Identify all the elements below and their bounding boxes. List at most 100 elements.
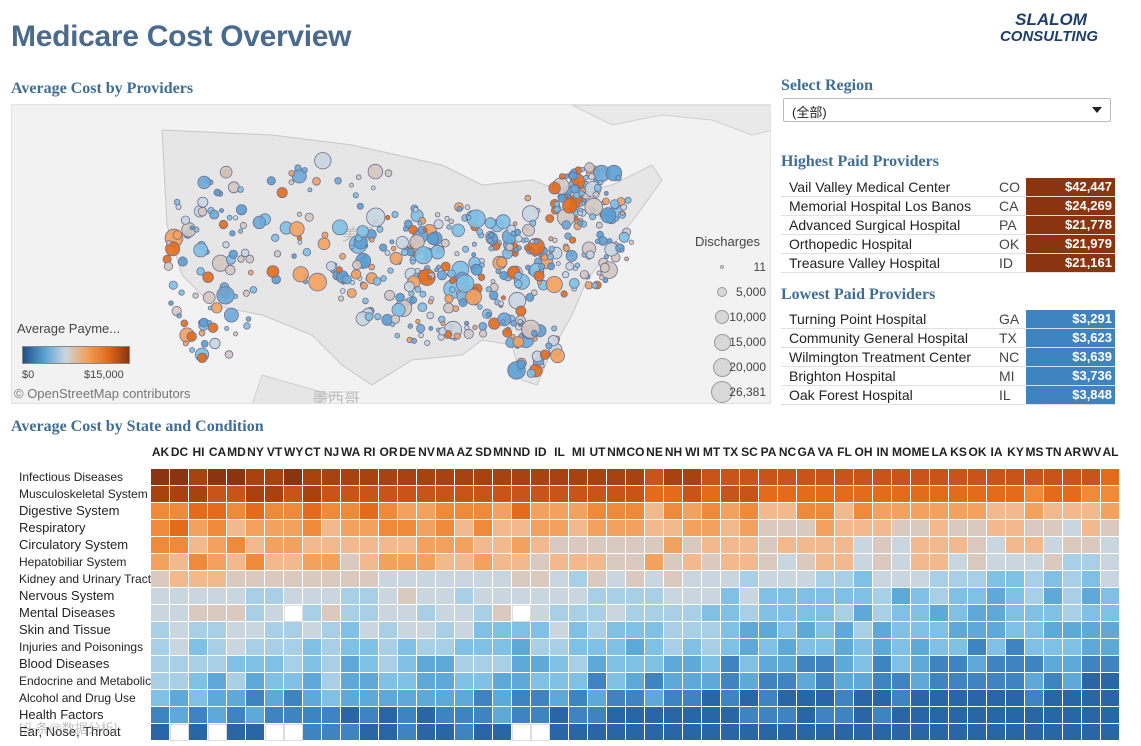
heatmap-cell[interactable]: [626, 537, 645, 554]
heatmap-cell[interactable]: [246, 724, 265, 741]
heatmap-cell[interactable]: [341, 656, 360, 673]
heatmap-cell[interactable]: [189, 605, 208, 622]
heatmap-cell[interactable]: [398, 605, 417, 622]
provider-bubble[interactable]: [462, 245, 470, 253]
heatmap-cell[interactable]: [341, 469, 360, 486]
heatmap-cell[interactable]: [873, 605, 892, 622]
heatmap-cell[interactable]: [892, 554, 911, 571]
heatmap-cell[interactable]: [835, 605, 854, 622]
heatmap-cell[interactable]: [208, 537, 227, 554]
heatmap-cell[interactable]: [398, 622, 417, 639]
heatmap-cell[interactable]: [873, 503, 892, 520]
provider-bubble[interactable]: [548, 181, 561, 195]
heatmap-cell[interactable]: [645, 656, 664, 673]
heatmap-cell[interactable]: [208, 622, 227, 639]
heatmap-cell[interactable]: [1063, 588, 1082, 605]
heatmap-cell[interactable]: [797, 486, 816, 503]
heatmap-cell[interactable]: [512, 724, 531, 741]
heatmap-cell[interactable]: [721, 656, 740, 673]
provider-bubble[interactable]: [233, 331, 239, 337]
heatmap-cell[interactable]: [493, 622, 512, 639]
heatmap-cell[interactable]: [417, 486, 436, 503]
heatmap-cell[interactable]: [436, 520, 455, 537]
heatmap-cell[interactable]: [417, 503, 436, 520]
heatmap-cell[interactable]: [1006, 486, 1025, 503]
heatmap-cell[interactable]: [892, 605, 911, 622]
heatmap-cell[interactable]: [607, 520, 626, 537]
heatmap-cell[interactable]: [664, 639, 683, 656]
heatmap-cell[interactable]: [1044, 537, 1063, 554]
heatmap-cell[interactable]: [170, 503, 189, 520]
provider-bubble[interactable]: [463, 328, 474, 339]
provider-bubble[interactable]: [515, 305, 527, 317]
provider-bubble[interactable]: [243, 322, 251, 330]
provider-bubble[interactable]: [580, 200, 586, 206]
heatmap-cell[interactable]: [911, 469, 930, 486]
heatmap-cell[interactable]: [873, 639, 892, 656]
heatmap-cell[interactable]: [873, 724, 892, 741]
provider-bubble[interactable]: [619, 247, 625, 253]
heatmap-cell[interactable]: [550, 537, 569, 554]
heatmap-cell[interactable]: [341, 622, 360, 639]
heatmap-cell[interactable]: [968, 690, 987, 707]
heatmap-cell[interactable]: [664, 571, 683, 588]
heatmap-cell[interactable]: [170, 690, 189, 707]
heatmap-cell[interactable]: [949, 520, 968, 537]
heatmap-cell[interactable]: [721, 639, 740, 656]
provider-bubble[interactable]: [444, 294, 454, 304]
heatmap-cell[interactable]: [835, 639, 854, 656]
provider-bubble[interactable]: [479, 329, 488, 338]
provider-bubble[interactable]: [419, 290, 427, 298]
heatmap-cell[interactable]: [379, 520, 398, 537]
provider-bubble[interactable]: [455, 274, 475, 293]
heatmap-cell[interactable]: [151, 554, 170, 571]
heatmap-cell[interactable]: [816, 503, 835, 520]
provider-bubble[interactable]: [339, 253, 346, 260]
heatmap-cell[interactable]: [626, 554, 645, 571]
heatmap-cell[interactable]: [493, 588, 512, 605]
heatmap-cell[interactable]: [322, 520, 341, 537]
heatmap-cell[interactable]: [987, 503, 1006, 520]
heatmap-cell[interactable]: [588, 554, 607, 571]
heatmap-cell[interactable]: [1025, 707, 1044, 724]
heatmap-cell[interactable]: [151, 571, 170, 588]
heatmap-cell[interactable]: [930, 503, 949, 520]
heatmap-cell[interactable]: [550, 571, 569, 588]
heatmap-cell[interactable]: [664, 486, 683, 503]
heatmap-cell[interactable]: [569, 571, 588, 588]
heatmap-cell[interactable]: [246, 605, 265, 622]
heatmap-cell[interactable]: [664, 707, 683, 724]
heatmap-cell[interactable]: [911, 639, 930, 656]
heatmap-cell[interactable]: [968, 486, 987, 503]
provider-bubble[interactable]: [478, 322, 488, 331]
provider-bubble[interactable]: [531, 329, 538, 337]
heatmap-cell[interactable]: [208, 486, 227, 503]
provider-bubble[interactable]: [235, 204, 247, 216]
provider-bubble[interactable]: [369, 237, 375, 243]
provider-bubble[interactable]: [196, 352, 208, 364]
heatmap-cell[interactable]: [873, 486, 892, 503]
provider-bubble[interactable]: [466, 214, 472, 221]
heatmap-cell[interactable]: [398, 707, 417, 724]
provider-bubble[interactable]: [302, 247, 312, 257]
heatmap-cell[interactable]: [778, 520, 797, 537]
provider-bubble[interactable]: [456, 205, 463, 212]
heatmap-cell[interactable]: [474, 605, 493, 622]
heatmap-cell[interactable]: [398, 656, 417, 673]
heatmap-cell[interactable]: [835, 503, 854, 520]
heatmap-cell[interactable]: [512, 639, 531, 656]
heatmap-cell[interactable]: [930, 588, 949, 605]
heatmap-cell[interactable]: [740, 656, 759, 673]
heatmap-cell[interactable]: [550, 554, 569, 571]
heatmap-cell[interactable]: [246, 622, 265, 639]
heatmap-cell[interactable]: [683, 656, 702, 673]
heatmap-cell[interactable]: [683, 724, 702, 741]
provider-row[interactable]: Orthopedic Hospital OK $21,979: [781, 235, 1115, 254]
heatmap-cell[interactable]: [417, 469, 436, 486]
heatmap-cell[interactable]: [1082, 554, 1101, 571]
provider-bubble[interactable]: [364, 312, 374, 322]
provider-bubble[interactable]: [498, 300, 504, 307]
heatmap-cell[interactable]: [759, 605, 778, 622]
heatmap-cell[interactable]: [854, 486, 873, 503]
heatmap-cell[interactable]: [284, 571, 303, 588]
